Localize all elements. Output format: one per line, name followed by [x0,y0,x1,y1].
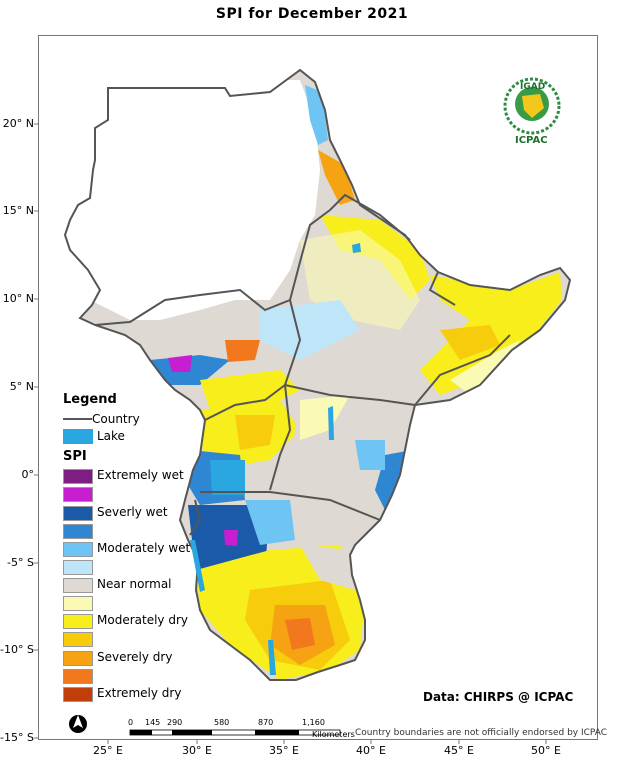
swatch-severely-dry-1 [63,651,93,666]
scale-tick-1160: 1,160 [302,718,325,727]
tanzania-wet-light [245,500,295,545]
somalia-orange [440,325,500,360]
red-sea-dry [318,150,355,205]
y-tick-5s: -5° S [7,556,34,569]
swatch-severely-wet-1 [63,506,93,521]
lake-turkana [328,406,334,440]
somalia-coast [450,340,520,395]
legend-severely-dry-label: Severely dry [97,650,173,664]
map-title: SPI for December 2021 [215,6,409,22]
eritrea-border [329,193,411,241]
legend-spi-title: SPI [63,449,87,464]
swatch-extremely-wet-2 [63,487,93,502]
x-tick-50e: 50° E [531,744,561,757]
legend-title: Legend [63,392,117,407]
igad-logo-icon [503,77,561,135]
north-arrow-icon [69,715,87,733]
south-sudan-dry [200,370,300,410]
somalia-border [414,271,511,406]
y-tick-0: 0° [21,468,35,481]
no-data-north [65,80,320,320]
swatch-extremely-dry [63,687,93,702]
tanzania-near-normal-east [300,545,355,590]
swatch-near-normal-1 [63,578,93,593]
legend-lake-label: Lake [97,429,125,443]
swatch-near-normal-2 [63,596,93,611]
logo-bottom-text: ICPAC [515,135,548,146]
x-axis-ticks [107,740,547,744]
scale-unit: Kilometers [312,730,355,739]
lake-victoria [210,460,245,495]
legend-moderately-dry-label: Moderately dry [97,613,188,627]
tanzania-extreme [285,618,315,650]
south-sudan-purple [168,355,192,372]
lake-malawi [268,640,276,675]
map-frame [38,35,598,740]
country-boundaries [63,68,572,681]
ethiopia-border [283,299,416,406]
swatch-moderately-dry-2 [63,632,93,647]
y-tick-10s: -10° S [0,643,34,656]
spi-raster [65,70,570,680]
x-tick-45e: 45° E [444,744,474,757]
tanzania-purple [224,530,238,546]
legend-lake-swatch [63,429,93,444]
south-sudan-uganda [204,384,286,421]
x-tick-25e: 25° E [93,744,123,757]
scale-tick-145: 145 [145,718,161,727]
logo-top-text: IGAD [520,82,546,92]
scale-tick-580: 580 [214,718,230,727]
lake-tana [352,243,361,253]
y-tick-5n: 5° N [9,380,34,393]
x-tick-40e: 40° E [356,744,386,757]
lake-tanganyika [190,540,205,592]
y-tick-15s: -15° S [0,731,34,744]
rwanda-burundi [189,499,202,536]
legend-moderately-wet-label: Moderately wet [97,541,191,555]
legend-country-label: Country [92,412,140,426]
legend-extremely-dry-label: Extremely dry [97,686,182,700]
kenya-wet [355,440,385,470]
data-credit: Data: CHIRPS @ ICPAC [423,690,574,704]
scale-bar [129,729,341,736]
x-tick-30e: 30° E [182,744,212,757]
legend-severly-wet-label: Severly wet [97,505,168,519]
legend-near-normal-label: Near normal [97,577,172,591]
scale-tick-290: 290 [167,718,183,727]
legend-extremely-wet-label: Extremely wet [97,468,184,482]
swatch-extremely-wet-1 [63,469,93,484]
sudan-south-border [94,209,331,326]
south-sudan-orange [225,340,260,362]
x-tick-35e: 35° E [269,744,299,757]
kenya-yellow [300,395,350,440]
swatch-severely-dry-2 [63,669,93,684]
swatch-moderately-wet-2 [63,560,93,575]
south-sudan-wet [260,300,360,360]
swatch-moderately-dry-1 [63,614,93,629]
boundary-disclaimer: Country boundaries are not officially en… [355,728,608,738]
uganda-kenya [269,384,292,491]
region-outline [63,68,572,681]
swatch-severely-wet-2 [63,524,93,539]
y-tick-15n: 15° N [2,204,34,217]
uganda-orange [235,415,275,450]
uganda-tanzania [200,491,381,521]
scale-tick-0: 0 [128,718,134,727]
y-tick-10n: 10° N [2,292,34,305]
y-tick-20n: 20° N [2,117,34,130]
swatch-moderately-wet-1 [63,542,93,557]
scale-tick-870: 870 [258,718,274,727]
y-axis-ticks [34,123,38,739]
